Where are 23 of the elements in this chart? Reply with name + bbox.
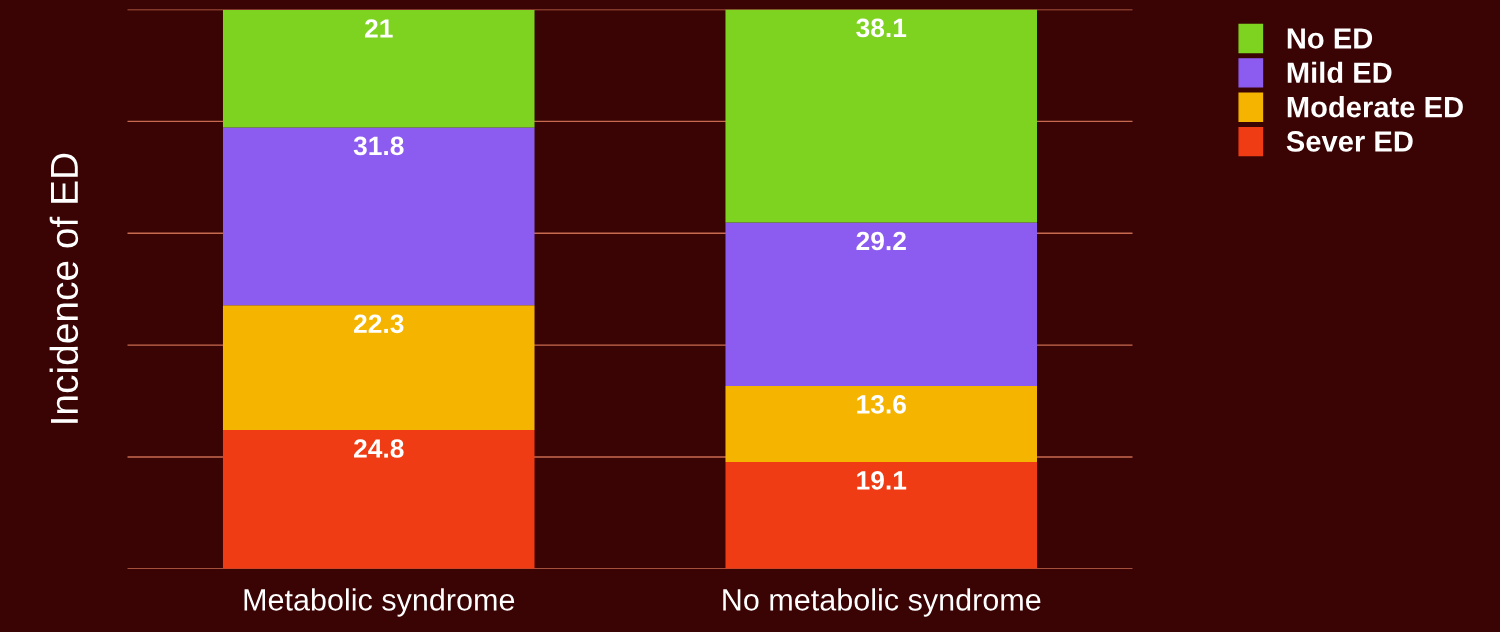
data-label: 21 [364, 19, 393, 38]
data-label: 31.8 [353, 136, 404, 156]
legend-label: Moderate ED [1287, 96, 1463, 118]
x-tick-label: No metabolic syndrome [723, 588, 1041, 617]
legend-label: Sever ED [1286, 131, 1413, 152]
bar [725, 222, 1038, 386]
y-axis-title: Incidence of ED [49, 153, 79, 423]
data-label: 13.6 [857, 394, 906, 414]
data-label: 29.2 [856, 231, 906, 251]
data-label: 38.1 [856, 18, 907, 38]
bar [725, 385, 1038, 462]
bar [222, 305, 535, 431]
legend-label: Mild ED [1287, 61, 1392, 84]
bar [222, 10, 535, 128]
bar [222, 430, 535, 569]
bar [222, 127, 535, 306]
legend-label: No ED [1287, 28, 1373, 49]
bar [725, 461, 1038, 569]
x-tick-label: Metabolic syndrome [244, 588, 515, 617]
data-label: 24.8 [353, 439, 404, 458]
data-label: 19.1 [857, 471, 907, 490]
data-label: 22.3 [353, 314, 404, 334]
bar [725, 9, 1038, 223]
